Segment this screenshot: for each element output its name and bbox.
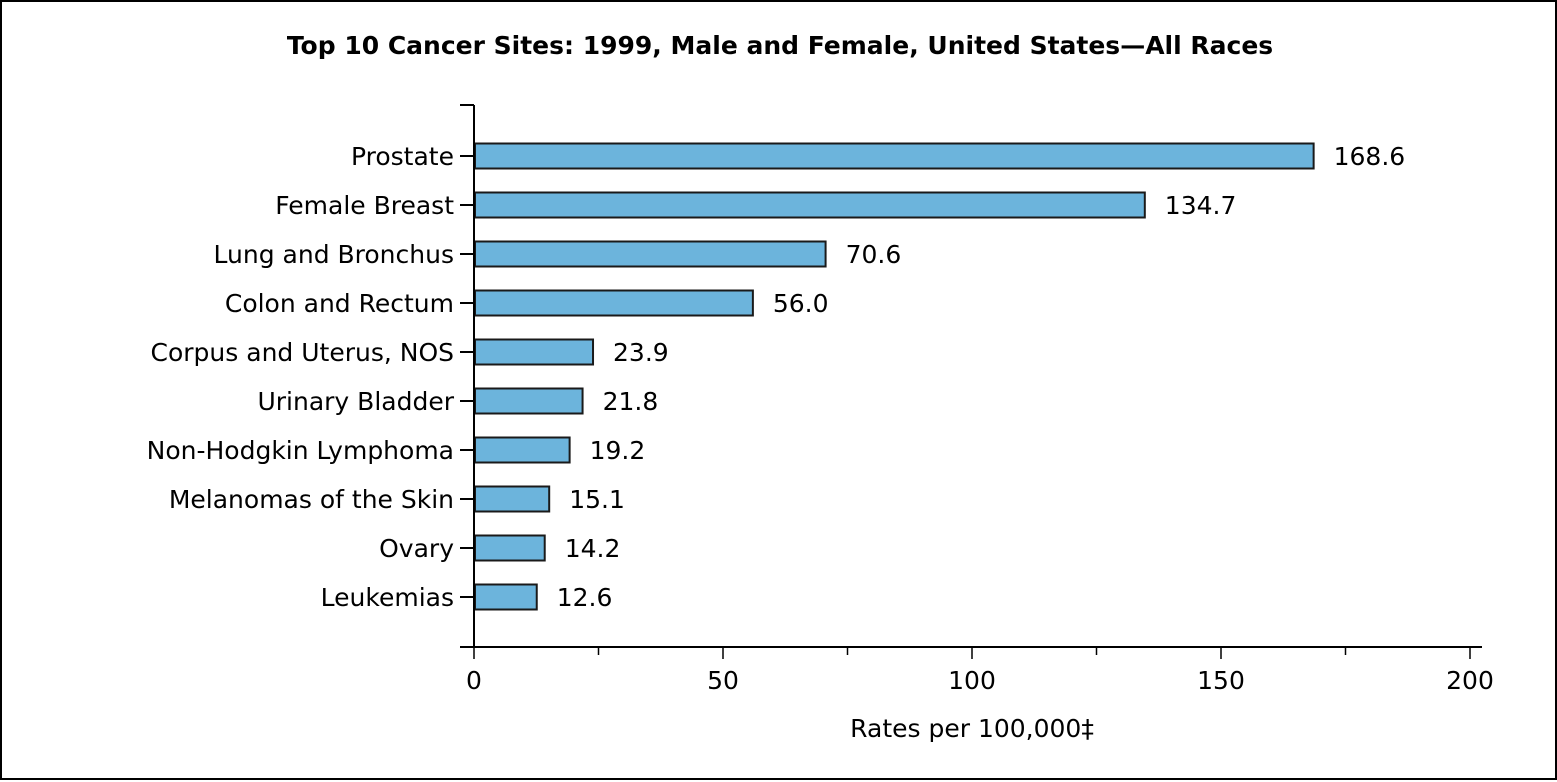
category-label: Colon and Rectum	[225, 289, 454, 318]
x-axis-label: Rates per 100,000‡	[850, 714, 1094, 743]
category-label: Melanomas of the Skin	[169, 485, 454, 514]
data-label: 19.2	[590, 436, 646, 465]
bar	[474, 485, 551, 513]
bar	[474, 338, 595, 366]
bar	[474, 191, 1146, 219]
data-label: 21.8	[603, 387, 659, 416]
category-label: Ovary	[379, 534, 454, 563]
data-label: 56.0	[773, 289, 829, 318]
x-tick-label: 100	[948, 666, 996, 695]
bar	[474, 583, 538, 611]
x-tick-label: 150	[1197, 666, 1245, 695]
bars-group: Prostate 168.6 Female Breast 134.7 Lung and …	[147, 142, 1406, 612]
category-label: Prostate	[351, 142, 454, 171]
data-label: 14.2	[565, 534, 621, 563]
x-tick-label: 50	[707, 666, 739, 695]
axes-group: 0 50 100 150 200	[460, 104, 1494, 695]
category-label: Female Breast	[275, 191, 454, 220]
data-label: 168.6	[1334, 142, 1406, 171]
data-label: 134.7	[1165, 191, 1237, 220]
category-label: Urinary Bladder	[257, 387, 454, 416]
data-label: 70.6	[846, 240, 902, 269]
category-label: Lung and Bronchus	[214, 240, 454, 269]
category-label: Corpus and Uterus, NOS	[151, 338, 454, 367]
bar	[474, 387, 584, 415]
bar	[474, 436, 571, 464]
bar	[474, 289, 754, 317]
x-tick-label: 0	[466, 666, 482, 695]
category-label: Non-Hodgkin Lymphoma	[147, 436, 454, 465]
bar	[474, 142, 1315, 170]
chart-title: Top 10 Cancer Sites: 1999, Male and Fema…	[287, 31, 1273, 60]
data-label: 15.1	[569, 485, 625, 514]
bar	[474, 240, 827, 268]
data-label: 23.9	[613, 338, 669, 367]
x-tick-label: 200	[1446, 666, 1494, 695]
category-label: Leukemias	[321, 583, 454, 612]
data-label: 12.6	[557, 583, 613, 612]
bar	[474, 534, 546, 562]
